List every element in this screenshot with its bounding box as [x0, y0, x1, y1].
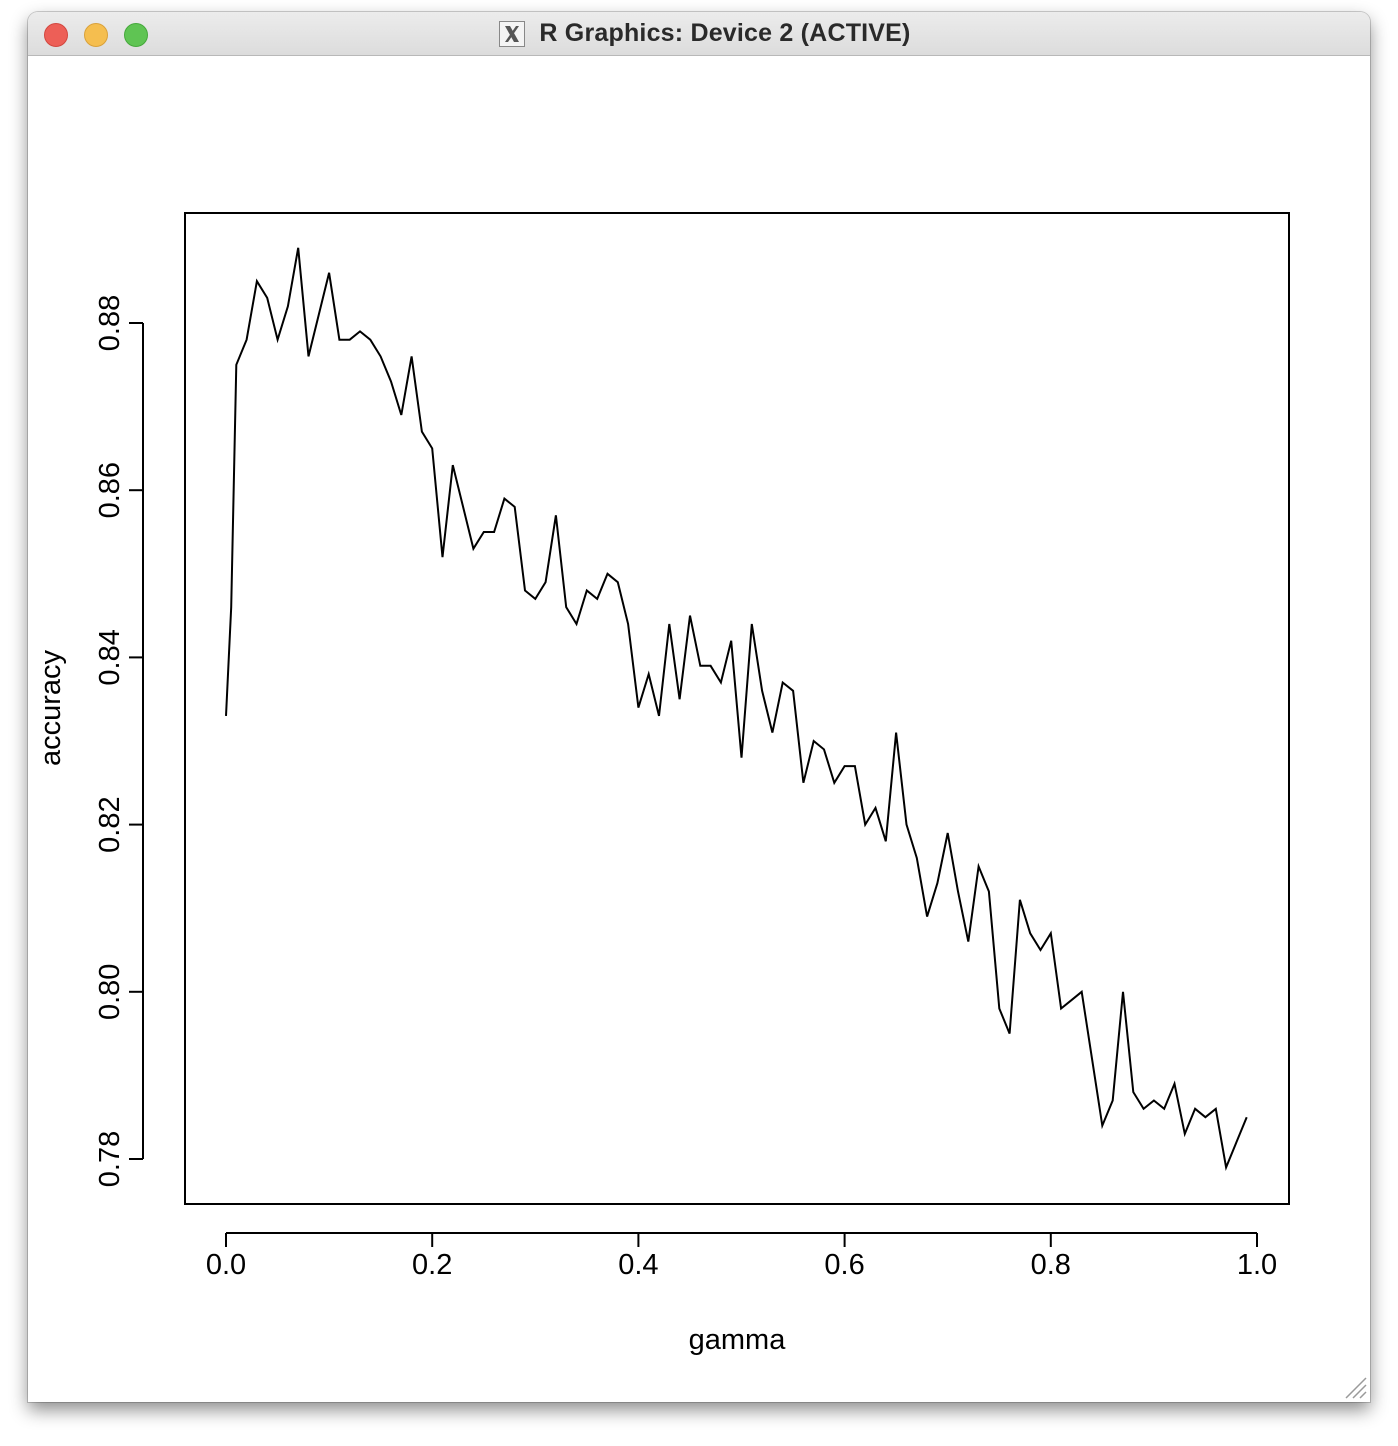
- y-tick-label: 0.80: [94, 964, 126, 1020]
- y-tick-label: 0.82: [94, 796, 126, 852]
- x11-icon: [499, 20, 526, 47]
- y-tick-label: 0.78: [94, 1131, 126, 1187]
- x-tick-label: 1.0: [1237, 1249, 1277, 1281]
- x-tick-label: 0.2: [412, 1249, 452, 1281]
- maximize-button[interactable]: [124, 23, 148, 47]
- accuracy-series-line: [225, 247, 1248, 1171]
- resize-grip-icon[interactable]: [1342, 1374, 1368, 1400]
- window-title: R Graphics: Device 2 (ACTIVE): [539, 19, 911, 47]
- y-axis-label: accuracy: [35, 649, 67, 766]
- x-tick-label: 0.6: [824, 1249, 864, 1281]
- y-tick-label: 0.88: [94, 295, 126, 351]
- x-axis-label: gamma: [689, 1324, 787, 1356]
- title-group: R Graphics: Device 2 (ACTIVE): [499, 19, 910, 48]
- x-tick-label: 0.4: [618, 1249, 658, 1281]
- plot-box: [184, 212, 1290, 1205]
- title-bar[interactable]: R Graphics: Device 2 (ACTIVE): [28, 12, 1370, 56]
- x-axis: 0.0 0.2 0.4 0.6 0.8 1.0: [206, 1232, 1277, 1281]
- r-graphics-window: R Graphics: Device 2 (ACTIVE) 0.0 0.2 0.4 0…: [28, 12, 1370, 1402]
- close-button[interactable]: [44, 23, 68, 47]
- y-tick-label: 0.86: [94, 462, 126, 518]
- accuracy-vs-gamma-chart: 0.0 0.2 0.4 0.6 0.8 1.0 0.780.800.820.840.860…: [35, 212, 1290, 1356]
- series-layer: [225, 247, 1248, 1171]
- x-tick-label: 0.0: [206, 1249, 246, 1281]
- y-tick-label: 0.84: [94, 629, 126, 685]
- minimize-button[interactable]: [84, 23, 108, 47]
- x-tick-label: 0.8: [1031, 1249, 1071, 1281]
- y-axis: 0.78 0.80 0.82 0.84 0.86 0.88: [94, 295, 144, 1187]
- plot-area: 0.0 0.2 0.4 0.6 0.8 1.0 0.78 0.80 0.82 0.84 0.86 0…: [28, 56, 1370, 1402]
